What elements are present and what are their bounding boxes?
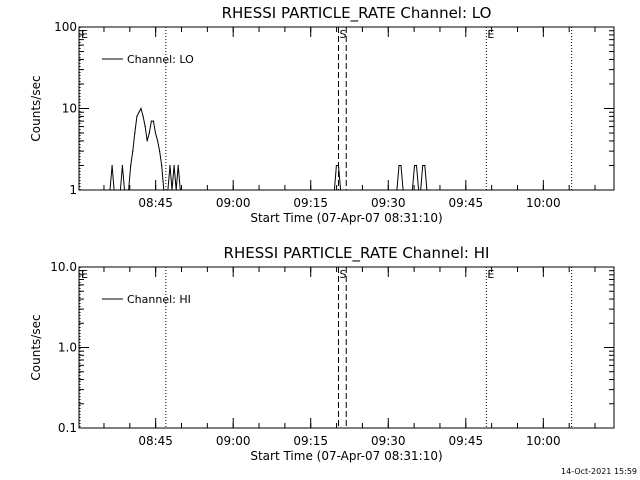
lo-data-point — [398, 164, 400, 167]
lo-data-point — [339, 189, 342, 191]
lo-data-point — [426, 189, 428, 191]
lo-data-point — [154, 132, 157, 134]
lo-data-point — [136, 115, 138, 117]
lo-data-point — [418, 189, 420, 191]
lo-data-point — [396, 189, 398, 191]
hi-legend-label: Channel: HI — [127, 293, 191, 306]
lo-data-point — [169, 164, 171, 167]
lo-data-point — [179, 189, 181, 191]
hi-x-axis-label: Start Time (07-Apr-07 08:31:10) — [250, 449, 442, 463]
lo-data-point — [163, 189, 165, 191]
hi-x-tick-label: 09:00 — [216, 434, 251, 448]
lo-x-tick-label: 09:15 — [293, 196, 328, 210]
lo-data-point — [128, 189, 130, 191]
hi-x-tick-label: 08:45 — [138, 434, 173, 448]
lo-x-tick-label: 09:30 — [371, 196, 406, 210]
lo-marker-label: S — [339, 28, 346, 41]
lo-data-point — [173, 164, 175, 167]
lo-data-point — [123, 189, 126, 191]
hi-y-tick-label: 0.1 — [58, 421, 77, 435]
lo-data-point — [165, 189, 167, 191]
lo-data-point — [175, 189, 177, 191]
lo-x-axis-label: Start Time (07-Apr-07 08:31:10) — [250, 211, 442, 225]
lo-data-point — [424, 164, 426, 167]
hi-x-tick-label: 09:15 — [293, 434, 328, 448]
lo-data-point — [150, 120, 152, 122]
hi-y-tick-label: 1.0 — [58, 341, 77, 355]
lo-data-point — [117, 189, 119, 191]
lo-data-point — [138, 111, 140, 113]
lo-data-point — [144, 125, 146, 128]
lo-data-point — [177, 164, 179, 167]
lo-y-tick-label: 100 — [54, 20, 77, 34]
lo-data-point — [400, 164, 402, 167]
lo-data-point — [132, 150, 134, 152]
lo-marker-label: E — [81, 28, 88, 41]
lo-data-point — [159, 150, 161, 152]
lo-data-point — [333, 189, 335, 191]
lo-data-point — [167, 189, 169, 191]
hi-y-tick-label: 10.0 — [50, 260, 77, 274]
lo-data-point — [121, 164, 124, 167]
lo-data-point — [140, 107, 142, 110]
hi-marker-label: E — [81, 268, 88, 281]
lo-data-point — [402, 189, 404, 191]
lo-data-point — [130, 164, 132, 167]
lo-data-point — [146, 140, 148, 142]
lo-data-point — [171, 189, 173, 191]
lo-x-tick-label: 10:00 — [526, 196, 561, 210]
lo-data-point — [111, 164, 113, 167]
lo-y-tick-label: 10 — [62, 102, 77, 116]
hi-marker-label: S — [339, 268, 346, 281]
timestamp-stamp: 14-Oct-2021 15:59 — [561, 467, 637, 476]
lo-data-point — [119, 189, 121, 191]
lo-data-point — [420, 189, 422, 191]
lo-data-point — [152, 120, 155, 122]
lo-data-point — [411, 189, 414, 191]
lo-data-point — [142, 115, 144, 117]
lo-chart-title: RHESSI PARTICLE_RATE Channel: LO — [222, 4, 492, 23]
lo-x-tick-label: 09:45 — [449, 196, 484, 210]
lo-data-point — [109, 189, 111, 191]
lo-series-line — [109, 107, 429, 191]
lo-legend-label: Channel: LO — [127, 53, 194, 66]
hi-x-tick-label: 09:30 — [371, 434, 406, 448]
hi-x-tick-label: 10:00 — [526, 434, 561, 448]
lo-data-point — [422, 164, 424, 167]
lo-data-point — [335, 164, 338, 167]
lo-data-point — [337, 164, 340, 167]
lo-x-tick-label: 09:00 — [216, 196, 251, 210]
hi-y-axis-label: Counts/sec — [29, 314, 43, 380]
lo-data-point — [161, 164, 163, 167]
hi-marker-label: E — [487, 268, 494, 281]
lo-marker-label: E — [487, 28, 494, 41]
lo-data-point — [125, 189, 128, 191]
lo-y-axis-label: Counts/sec — [29, 75, 43, 141]
lo-data-point — [134, 132, 136, 134]
lo-data-point — [428, 189, 430, 191]
hi-x-tick-label: 09:45 — [449, 434, 484, 448]
lo-data-point — [148, 132, 150, 134]
lo-data-point — [115, 189, 117, 191]
lo-data-point — [413, 164, 416, 167]
lo-data-point — [415, 164, 418, 167]
lo-y-tick-label: 1 — [69, 183, 77, 197]
hi-chart-title: RHESSI PARTICLE_RATE Channel: HI — [224, 244, 490, 263]
lo-data-point — [113, 189, 115, 191]
lo-x-tick-label: 08:45 — [138, 196, 173, 210]
lo-data-point — [156, 140, 159, 142]
